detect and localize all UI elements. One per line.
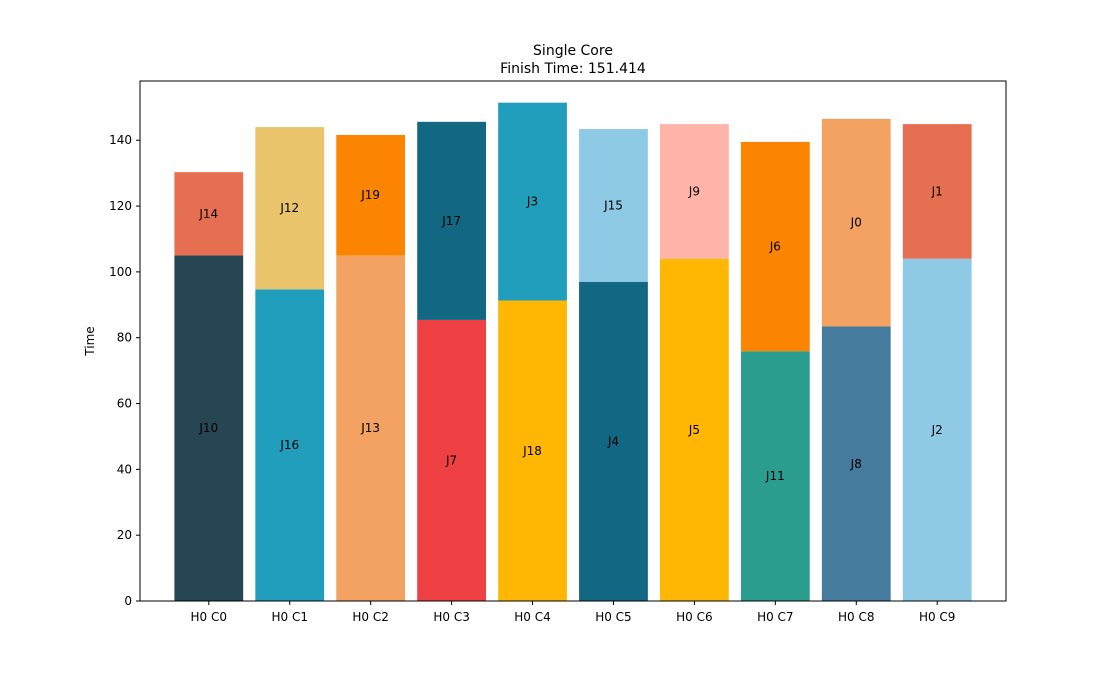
bar-segment-j18 xyxy=(498,300,567,601)
segment-label-j0: J0 xyxy=(850,216,862,230)
bar-segment-j2 xyxy=(902,258,972,601)
y-tick-label: 80 xyxy=(117,331,132,345)
y-axis-label: Time xyxy=(83,326,97,356)
y-tick-label: 100 xyxy=(109,265,132,279)
segment-label-j17: J17 xyxy=(441,214,461,228)
chart-title: Single Core xyxy=(533,43,613,59)
bar-segment-j3 xyxy=(498,102,567,301)
segment-label-j5: J5 xyxy=(688,423,700,437)
bar-segment-j17 xyxy=(417,121,486,320)
bar-segment-j11 xyxy=(740,351,810,601)
y-tick-label: 140 xyxy=(109,133,132,147)
y-tick-label: 20 xyxy=(117,528,132,542)
segment-label-j15: J15 xyxy=(603,198,623,212)
x-tick-label: H0 C8 xyxy=(838,610,875,624)
segment-label-j12: J12 xyxy=(279,201,299,215)
segment-label-j18: J18 xyxy=(522,444,542,458)
bar-segment-j5 xyxy=(660,258,729,601)
bar-segment-j9 xyxy=(660,124,729,259)
segment-label-j13: J13 xyxy=(360,421,380,435)
bar-segment-j14 xyxy=(174,172,244,256)
x-tick-label: H0 C1 xyxy=(271,610,308,624)
bar-segment-j19 xyxy=(336,134,406,256)
segment-label-j14: J14 xyxy=(198,207,218,221)
segment-label-j9: J9 xyxy=(688,184,700,198)
x-tick-label: H0 C0 xyxy=(191,610,228,624)
x-tick-label: H0 C2 xyxy=(352,610,389,624)
bar-segment-j16 xyxy=(255,289,325,601)
segment-label-j16: J16 xyxy=(279,438,299,452)
bar-segment-j4 xyxy=(579,281,648,601)
segment-label-j6: J6 xyxy=(769,240,781,254)
plot-frame xyxy=(139,80,1007,602)
segment-label-j8: J8 xyxy=(850,457,862,471)
bar-segment-j8 xyxy=(821,326,891,601)
bar-segment-j7 xyxy=(417,319,486,601)
chart-subtitle: Finish Time: 151.414 xyxy=(500,61,646,77)
segment-label-j10: J10 xyxy=(198,421,218,435)
bar-segment-j12 xyxy=(255,127,325,290)
axis-layer: 0 20 40 60 80 100 120 140 H0 C0 H0 C1 H0 C2 H0 C3 H0… xyxy=(109,80,1007,624)
segment-label-j7: J7 xyxy=(445,453,457,467)
bar-segment-j10 xyxy=(174,255,244,601)
bar-segment-j1 xyxy=(902,124,972,259)
x-tick-label: H0 C7 xyxy=(757,610,794,624)
segment-label-j1: J1 xyxy=(931,184,943,198)
y-tick-label: 40 xyxy=(117,462,132,476)
segment-label-j2: J2 xyxy=(931,423,943,437)
x-tick-label: H0 C6 xyxy=(676,610,713,624)
bar-segment-j15 xyxy=(579,129,648,282)
x-tick-label: H0 C9 xyxy=(919,610,956,624)
bar-segment-j13 xyxy=(336,255,406,601)
bar-segment-j0 xyxy=(821,118,891,327)
segment-label-j3: J3 xyxy=(526,195,538,209)
y-tick-label: 0 xyxy=(124,594,132,608)
x-tick-label: H0 C5 xyxy=(595,610,632,624)
x-tick-label: H0 C3 xyxy=(433,610,470,624)
y-tick-label: 120 xyxy=(109,199,132,213)
segment-label-j19: J19 xyxy=(360,188,380,202)
segment-label-j11: J11 xyxy=(765,469,785,483)
segment-label-j4: J4 xyxy=(607,434,619,448)
y-tick-label: 60 xyxy=(117,397,132,411)
bar-segment-j6 xyxy=(740,141,810,352)
bars-layer: J10 J14 J16 J12 J13 J19 J7 J17 J18 J3 J4 J15 J5 J9 J11… xyxy=(174,102,972,601)
x-tick-label: H0 C4 xyxy=(514,610,551,624)
